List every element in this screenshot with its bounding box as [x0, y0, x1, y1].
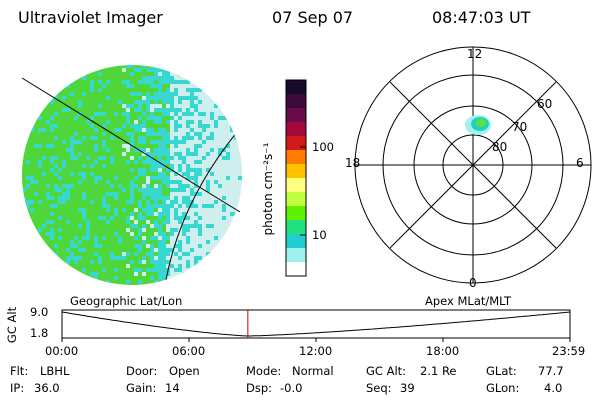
- colorbar-band: [286, 262, 306, 277]
- alt-xtick-1: 06:00: [172, 344, 206, 358]
- instrument-title: Ultraviolet Imager: [18, 8, 163, 27]
- footer-key: Mode:: [246, 364, 282, 378]
- alt-ytick-9: 9.0: [30, 305, 49, 319]
- colorbar-band: [286, 234, 306, 249]
- geographic-image-disk: [22, 65, 242, 285]
- footer-key: Dsp:: [246, 381, 273, 395]
- colorbar-band: [286, 164, 306, 179]
- footer-value: Normal: [292, 364, 334, 378]
- mlt-label-6: 6: [576, 156, 584, 170]
- alt-xtick-3: 18:00: [426, 344, 460, 358]
- alt-xtick-2: 12:00: [299, 344, 333, 358]
- colorbar-band: [286, 136, 306, 151]
- geo-panel-label: Geographic Lat/Lon: [70, 294, 183, 308]
- colorbar-band: [286, 108, 306, 123]
- footer-value: 2.1 Re: [420, 364, 457, 378]
- colorbar-band: [286, 248, 306, 263]
- alt-xtick-0: 00:00: [45, 344, 79, 358]
- footer-key: Seq:: [366, 381, 392, 395]
- colorbar-band: [286, 122, 306, 137]
- footer-key: Door:: [126, 364, 158, 378]
- footer-value: 36.0: [34, 381, 60, 395]
- footer-value: Open: [169, 364, 200, 378]
- polar-aurora-spot: [465, 115, 491, 135]
- colorbar-band: [286, 206, 306, 221]
- footer-value: 14: [165, 381, 180, 395]
- colorbar-band: [286, 220, 306, 235]
- mlat-label-80: 80: [492, 140, 508, 154]
- colorbar-band: [286, 192, 306, 207]
- footer-value: LBHL: [40, 364, 70, 378]
- colorbar-band: [286, 178, 306, 193]
- footer-key: GLat:: [486, 364, 517, 378]
- alt-ytick-1-8: 1.8: [30, 326, 49, 340]
- colorbar-band: [286, 80, 306, 95]
- footer-key: GLon:: [486, 381, 520, 395]
- mlt-label-0: 0: [469, 276, 477, 290]
- colorbar-unit-label: photon cm⁻²s⁻¹: [261, 142, 275, 236]
- mlt-label-18: 18: [345, 156, 361, 170]
- footer-value: -0.0: [280, 381, 303, 395]
- time-label: 08:47:03 UT: [432, 8, 531, 27]
- alt-ylabel: GC Alt: [5, 306, 19, 344]
- mlt-label-12: 12: [467, 47, 483, 61]
- color-bar: [285, 79, 307, 277]
- footer-key: Flt:: [10, 364, 29, 378]
- colorbar-band: [286, 94, 306, 109]
- altitude-plot: [61, 309, 571, 342]
- footer-value: 77.7: [538, 364, 564, 378]
- polar-panel-label: Apex MLat/MLT: [425, 294, 512, 308]
- date-label: 07 Sep 07: [272, 8, 354, 27]
- footer-key: GC Alt:: [366, 364, 407, 378]
- alt-xtick-4: 23:59: [552, 344, 586, 358]
- footer-key: IP:: [10, 381, 25, 395]
- colorbar-band: [286, 150, 306, 165]
- colorbar-tick-100: 100: [312, 140, 334, 154]
- mlat-label-60: 60: [537, 97, 553, 111]
- colorbar-tick-10: 10: [312, 228, 327, 242]
- polar-plot: [354, 46, 592, 284]
- footer-key: Gain:: [126, 381, 157, 395]
- geo-grid-line: [21, 77, 241, 213]
- footer-value: 39: [400, 381, 415, 395]
- footer-value: 4.0: [544, 381, 563, 395]
- mlat-label-70: 70: [512, 120, 528, 134]
